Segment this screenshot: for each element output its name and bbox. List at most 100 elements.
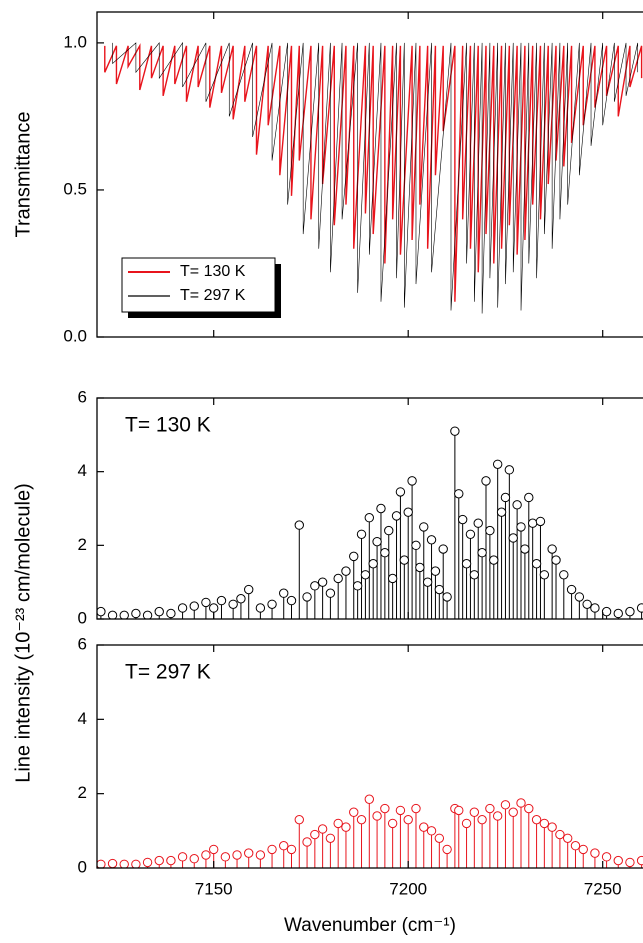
stem-marker [613, 608, 623, 619]
y-tick-label: 0.0 [63, 326, 87, 345]
stem-marker [520, 544, 530, 554]
stem-marker [228, 599, 238, 609]
stem-marker [279, 588, 289, 598]
stem-marker [419, 522, 429, 532]
spectrum-line [104, 43, 643, 302]
y-tick-label: 4 [78, 709, 87, 728]
stem-marker [512, 500, 522, 510]
stem-marker [294, 814, 304, 825]
stem-marker [625, 857, 635, 868]
stem-marker [434, 833, 445, 843]
stem-marker [142, 610, 153, 619]
stem-marker [524, 492, 534, 503]
stem-marker [255, 850, 266, 860]
stem-marker [391, 511, 402, 521]
stem-marker [578, 844, 588, 855]
stem-marker [352, 581, 363, 591]
stem-marker [325, 588, 336, 598]
stem-marker [380, 548, 390, 558]
stem-marker [477, 814, 487, 825]
stem-marker [201, 850, 211, 860]
x-tick-label: 7150 [195, 879, 233, 898]
stem-marker [469, 807, 480, 817]
stem-marker [317, 824, 328, 834]
stem-marker [426, 535, 437, 545]
y-tick-label: 2 [78, 535, 87, 554]
y-tick-label: 0 [78, 857, 87, 876]
y-tick-label: 0 [78, 608, 87, 627]
panel-annotation: T= 297 K [125, 661, 211, 684]
y-tick-label: 6 [78, 634, 87, 653]
stem-marker [539, 570, 550, 580]
stem-marker [166, 608, 176, 619]
y-axis-label: Line intensity (10⁻²³ cm/molecule) [12, 483, 34, 783]
stem-marker [154, 606, 164, 617]
stem-marker [177, 852, 188, 862]
stem-marker [454, 805, 464, 816]
stem-marker [387, 573, 398, 584]
stem-marker [590, 603, 600, 613]
stem-marker [590, 848, 600, 858]
stem-marker [461, 559, 472, 569]
stem-marker [395, 487, 406, 497]
stem-marker [442, 844, 452, 855]
legend-box [121, 257, 276, 313]
stem-marker [477, 548, 487, 558]
stem-marker [442, 592, 452, 602]
legend-label: T= 130 K [180, 263, 246, 280]
stem-marker [201, 597, 211, 608]
stem-marker [426, 826, 437, 836]
stem-marker [457, 514, 468, 525]
x-axis-label: Wavenumber (cm⁻¹) [284, 915, 456, 936]
stem-marker [310, 581, 320, 591]
stem-marker [450, 426, 460, 436]
stem-marker [356, 814, 367, 825]
stem-marker [419, 822, 429, 832]
stem-marker [516, 798, 526, 808]
stem-marker [411, 540, 421, 551]
stem-marker [395, 805, 406, 816]
stem-marker [516, 522, 526, 532]
stem-marker [524, 803, 534, 814]
stem-marker [267, 599, 277, 609]
stem-marker [349, 807, 359, 817]
stem-marker [601, 852, 612, 862]
stem-marker [244, 584, 254, 595]
stem-marker [380, 803, 390, 814]
stem-marker [131, 608, 141, 619]
stem-marker [376, 503, 386, 514]
stem-marker [403, 814, 413, 825]
x-tick-label: 7250 [584, 879, 622, 898]
stem-marker [570, 841, 581, 851]
stem-marker [403, 507, 413, 517]
stem-marker [372, 536, 382, 547]
stem-marker [500, 800, 511, 810]
stem-marker [508, 533, 518, 543]
stem-marker [555, 829, 565, 840]
stem-marker [244, 848, 254, 858]
stem-marker [294, 520, 304, 530]
stem-marker [411, 803, 421, 814]
stem-marker [220, 852, 231, 862]
stem-marker [582, 599, 592, 609]
stem-marker [387, 818, 398, 829]
stem-marker [97, 606, 106, 617]
stem-marker [384, 525, 394, 536]
stem-marker [566, 584, 577, 595]
stem-marker [496, 507, 507, 517]
stem-marker [372, 811, 382, 821]
stem-marker [286, 595, 297, 606]
stem-marker [364, 794, 374, 804]
y-tick-label: 4 [78, 461, 87, 480]
stem-marker [473, 518, 483, 528]
stem-marker [636, 603, 643, 613]
stem-marker [430, 566, 441, 576]
stem-marker [97, 859, 106, 868]
stem-marker [368, 559, 378, 569]
stem-marker [302, 837, 312, 847]
stem-marker [489, 555, 499, 565]
stem-marker [341, 566, 351, 576]
stem-marker [485, 525, 495, 536]
plot-area [97, 426, 643, 619]
